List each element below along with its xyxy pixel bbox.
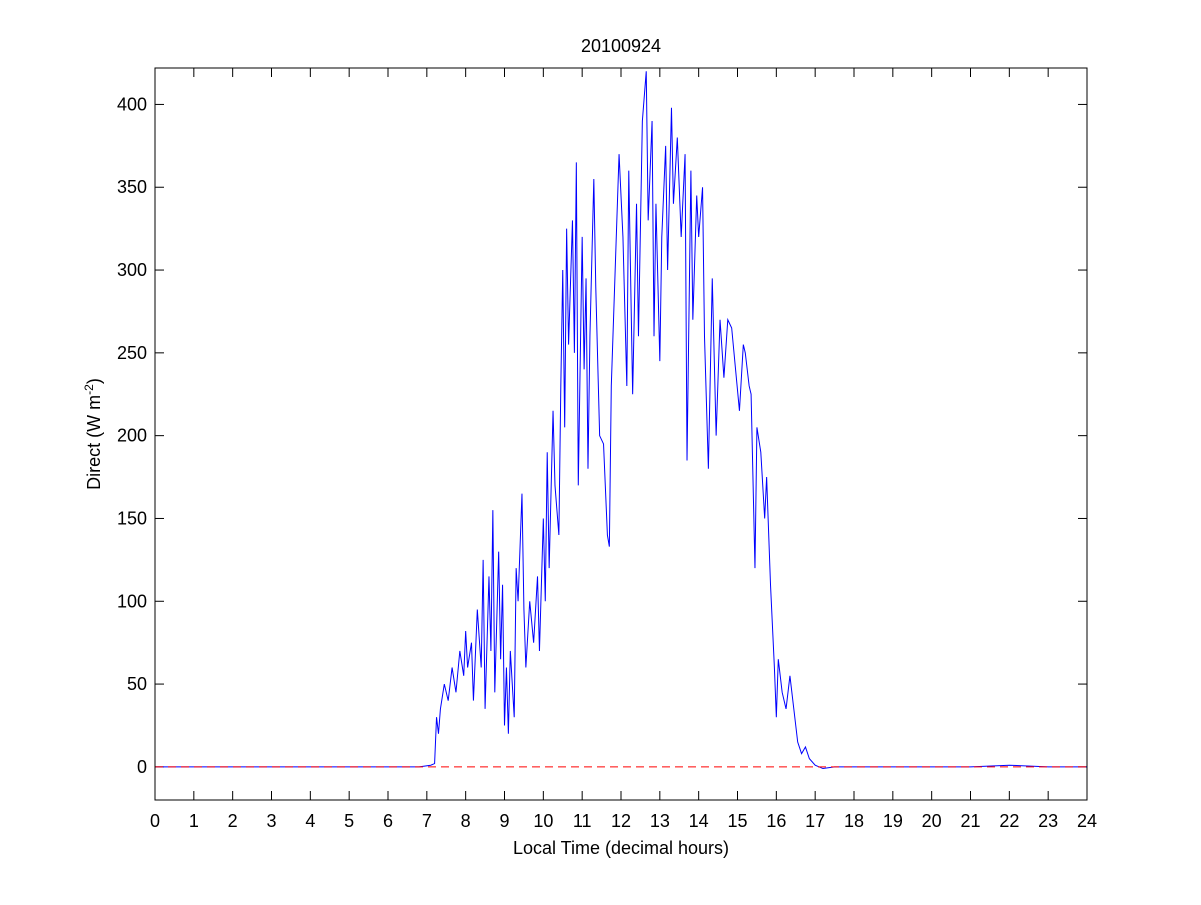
x-tick-label: 8 bbox=[461, 811, 471, 831]
y-label-superscript: -2 bbox=[82, 384, 96, 395]
y-tick-label: 50 bbox=[127, 674, 147, 694]
x-tick-label: 15 bbox=[727, 811, 747, 831]
y-tick-label: 300 bbox=[117, 260, 147, 280]
x-tick-label: 19 bbox=[883, 811, 903, 831]
y-tick-label: 100 bbox=[117, 591, 147, 611]
plot-frame bbox=[154, 67, 1088, 801]
y-tick-label: 350 bbox=[117, 177, 147, 197]
y-tick-label: 0 bbox=[137, 757, 147, 777]
x-tick-label: 21 bbox=[960, 811, 980, 831]
x-axis-label: Local Time (decimal hours) bbox=[513, 838, 729, 858]
x-tick-label: 12 bbox=[611, 811, 631, 831]
x-tick-label: 9 bbox=[499, 811, 509, 831]
y-tick-label: 250 bbox=[117, 343, 147, 363]
x-tick-label: 18 bbox=[844, 811, 864, 831]
data-line bbox=[155, 71, 1087, 770]
x-tick-label: 0 bbox=[150, 811, 160, 831]
x-tick-label: 7 bbox=[422, 811, 432, 831]
y-label-main: Direct (W m bbox=[84, 395, 104, 490]
y-axis-label: Direct (W m-2) bbox=[82, 378, 104, 490]
y-tick-label: 400 bbox=[117, 94, 147, 114]
y-tick-label: 200 bbox=[117, 426, 147, 446]
chart-title: 20100924 bbox=[581, 36, 661, 56]
y-label-end: ) bbox=[84, 378, 104, 384]
x-tick-label: 3 bbox=[266, 811, 276, 831]
x-tick-label: 22 bbox=[999, 811, 1019, 831]
x-tick-label: 5 bbox=[344, 811, 354, 831]
x-tick-label: 4 bbox=[305, 811, 315, 831]
x-tick-label: 13 bbox=[650, 811, 670, 831]
y-tick-label: 150 bbox=[117, 508, 147, 528]
x-tick-label: 6 bbox=[383, 811, 393, 831]
x-tick-label: 16 bbox=[766, 811, 786, 831]
x-tick-label: 1 bbox=[189, 811, 199, 831]
x-tick-label: 2 bbox=[228, 811, 238, 831]
x-tick-label: 20 bbox=[922, 811, 942, 831]
x-tick-label: 11 bbox=[573, 811, 592, 831]
x-tick-label: 14 bbox=[689, 811, 709, 831]
x-tick-label: 17 bbox=[805, 811, 825, 831]
x-tick-label: 10 bbox=[533, 811, 553, 831]
x-tick-label: 23 bbox=[1038, 811, 1058, 831]
x-tick-label: 24 bbox=[1077, 811, 1097, 831]
